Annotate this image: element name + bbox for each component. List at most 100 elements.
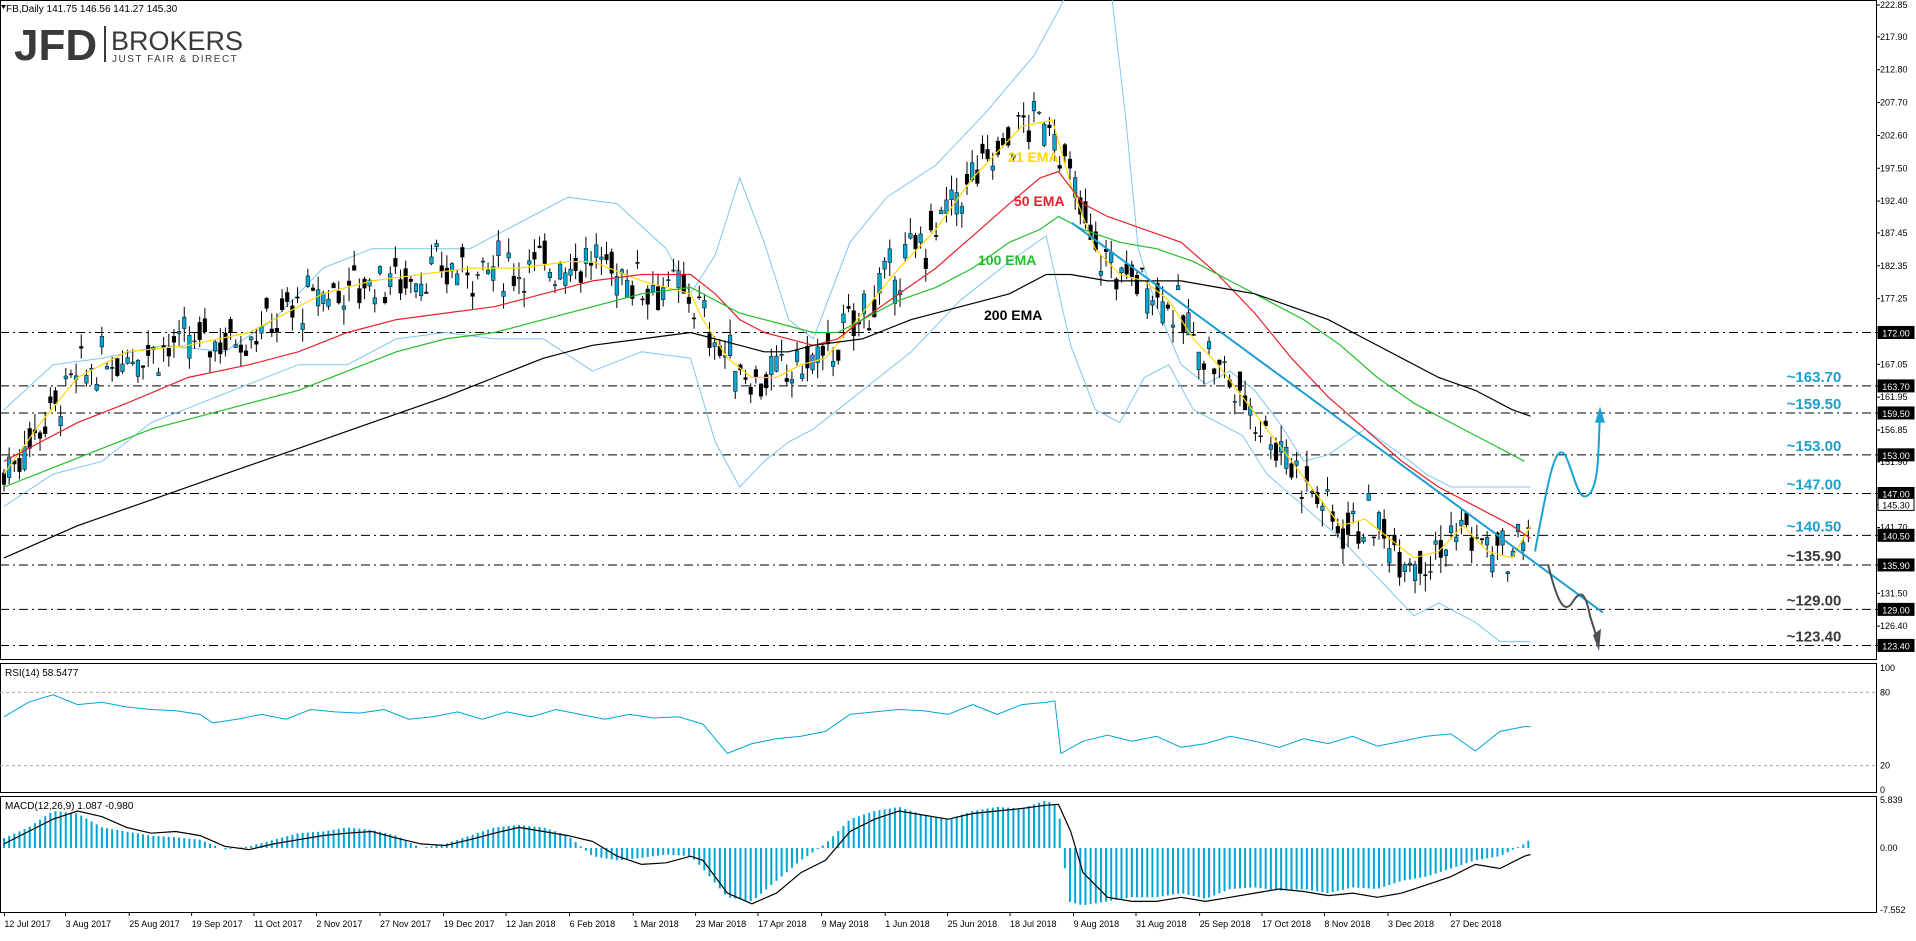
candle-body <box>542 240 547 264</box>
price-tag <box>1877 558 1915 572</box>
candle-body <box>604 254 609 261</box>
macd-panel: 5.839 0.00 -7.552 <box>3 795 1906 915</box>
price-panel-frame <box>0 0 1877 660</box>
candle-body <box>583 247 588 264</box>
candle-body <box>197 322 202 340</box>
candle-body <box>779 354 784 356</box>
candle-body <box>218 342 223 355</box>
rsi-tick-label: 100 <box>1880 663 1895 673</box>
candle-body <box>202 318 207 332</box>
candle-body <box>959 206 964 214</box>
price-candles <box>1 92 1531 594</box>
candle-body <box>692 317 697 320</box>
macd-tick-label: -7.552 <box>1880 905 1906 915</box>
candle-body <box>980 143 985 154</box>
candle-body <box>532 252 537 260</box>
candle-body <box>1325 489 1330 492</box>
price-tick-label: 207.70 <box>1880 98 1908 108</box>
down-arrow-head-icon <box>1593 628 1601 652</box>
date-axis: 12 Jul 2017 3 Aug 2017 25 Aug 2017 19 Sep 2… <box>3 912 1501 929</box>
candle-body <box>712 342 717 347</box>
candle-body <box>645 288 650 305</box>
candle-body <box>573 257 578 271</box>
candle-body <box>1310 491 1315 494</box>
price-tag <box>1877 497 1915 511</box>
date-tick-label: 2 Nov 2017 <box>316 919 362 929</box>
candle-body <box>1443 549 1448 556</box>
candle-body <box>908 233 913 239</box>
candle-body <box>367 279 372 287</box>
symbol-info: FB,Daily 141.75 146.56 141.27 145.30 <box>6 4 178 15</box>
candle-body <box>1402 564 1407 572</box>
candle-body <box>1469 537 1474 551</box>
candle-body <box>547 272 552 279</box>
candle-body <box>300 323 305 330</box>
candle-body <box>1016 115 1021 117</box>
candle-body <box>1109 252 1114 263</box>
ema-line-200ema <box>3 273 1531 559</box>
key-level-label: ~123.40 <box>1787 628 1842 645</box>
candle-body <box>357 288 362 304</box>
candle-body <box>676 270 681 288</box>
candle-body <box>491 266 496 281</box>
date-tick-label: 11 Oct 2017 <box>254 919 302 929</box>
macd-label: MACD(12,26,9) 1.087 -0.980 <box>5 801 134 812</box>
date-tick-label: 23 Mar 2018 <box>696 919 747 929</box>
ema50-label: 50 EMA <box>1014 193 1065 209</box>
candle-body <box>1433 540 1438 545</box>
candle-body <box>475 274 480 276</box>
price-tag-label: 145.30 <box>1882 500 1910 510</box>
candle-body <box>192 340 197 343</box>
candle-body <box>892 279 897 304</box>
candle-body <box>1490 554 1495 573</box>
candle-body <box>470 292 475 297</box>
date-tick-label: 3 Dec 2018 <box>1388 919 1434 929</box>
candle-body <box>743 377 748 380</box>
candle-body <box>650 285 655 293</box>
candle-body <box>769 356 774 375</box>
candle-body <box>1428 571 1433 573</box>
price-tag-label: 123.40 <box>1882 641 1910 651</box>
candle-body <box>1382 518 1387 539</box>
candle-body <box>1196 351 1201 371</box>
candle-body <box>372 297 377 305</box>
price-tick-label: 187.45 <box>1880 228 1908 238</box>
collapse-triangle-icon[interactable] <box>1 5 6 9</box>
candle-body <box>707 333 712 348</box>
candle-body <box>537 245 542 248</box>
candle-body <box>1047 124 1052 128</box>
candle-body <box>589 262 594 266</box>
candle-body <box>1160 301 1165 324</box>
candle-body <box>887 248 892 263</box>
candle-body <box>68 373 73 376</box>
candle-body <box>1376 512 1382 530</box>
candle-body <box>836 349 841 361</box>
candle-body <box>1258 435 1263 438</box>
candle-body <box>285 292 290 302</box>
candle-body <box>1366 493 1371 501</box>
candle-body <box>1170 324 1176 328</box>
candle-body <box>429 256 434 265</box>
ema-line-100ema <box>3 215 1525 488</box>
candle-body <box>58 416 63 427</box>
candle-body <box>1371 536 1376 539</box>
candle-body <box>233 344 238 348</box>
price-tag-label: 147.00 <box>1882 489 1910 499</box>
candle-body <box>970 162 975 181</box>
candle-body <box>310 287 316 291</box>
logo-word: BROKERS <box>111 26 243 56</box>
candle-body <box>130 361 135 364</box>
candle-body <box>934 235 939 237</box>
date-tick-label: 3 Aug 2017 <box>66 919 112 929</box>
candle-body <box>1062 144 1067 157</box>
candle-body <box>496 240 501 257</box>
price-tag <box>1877 406 1915 420</box>
rsi-line <box>3 694 1531 755</box>
candle-body <box>269 328 274 333</box>
candle-body <box>1232 400 1237 403</box>
candle-body <box>1006 127 1011 146</box>
price-tick-label: 151.90 <box>1880 457 1908 467</box>
candle-body <box>115 358 120 376</box>
date-tick-label: 17 Oct 2018 <box>1262 919 1311 929</box>
candle-body <box>465 272 470 276</box>
